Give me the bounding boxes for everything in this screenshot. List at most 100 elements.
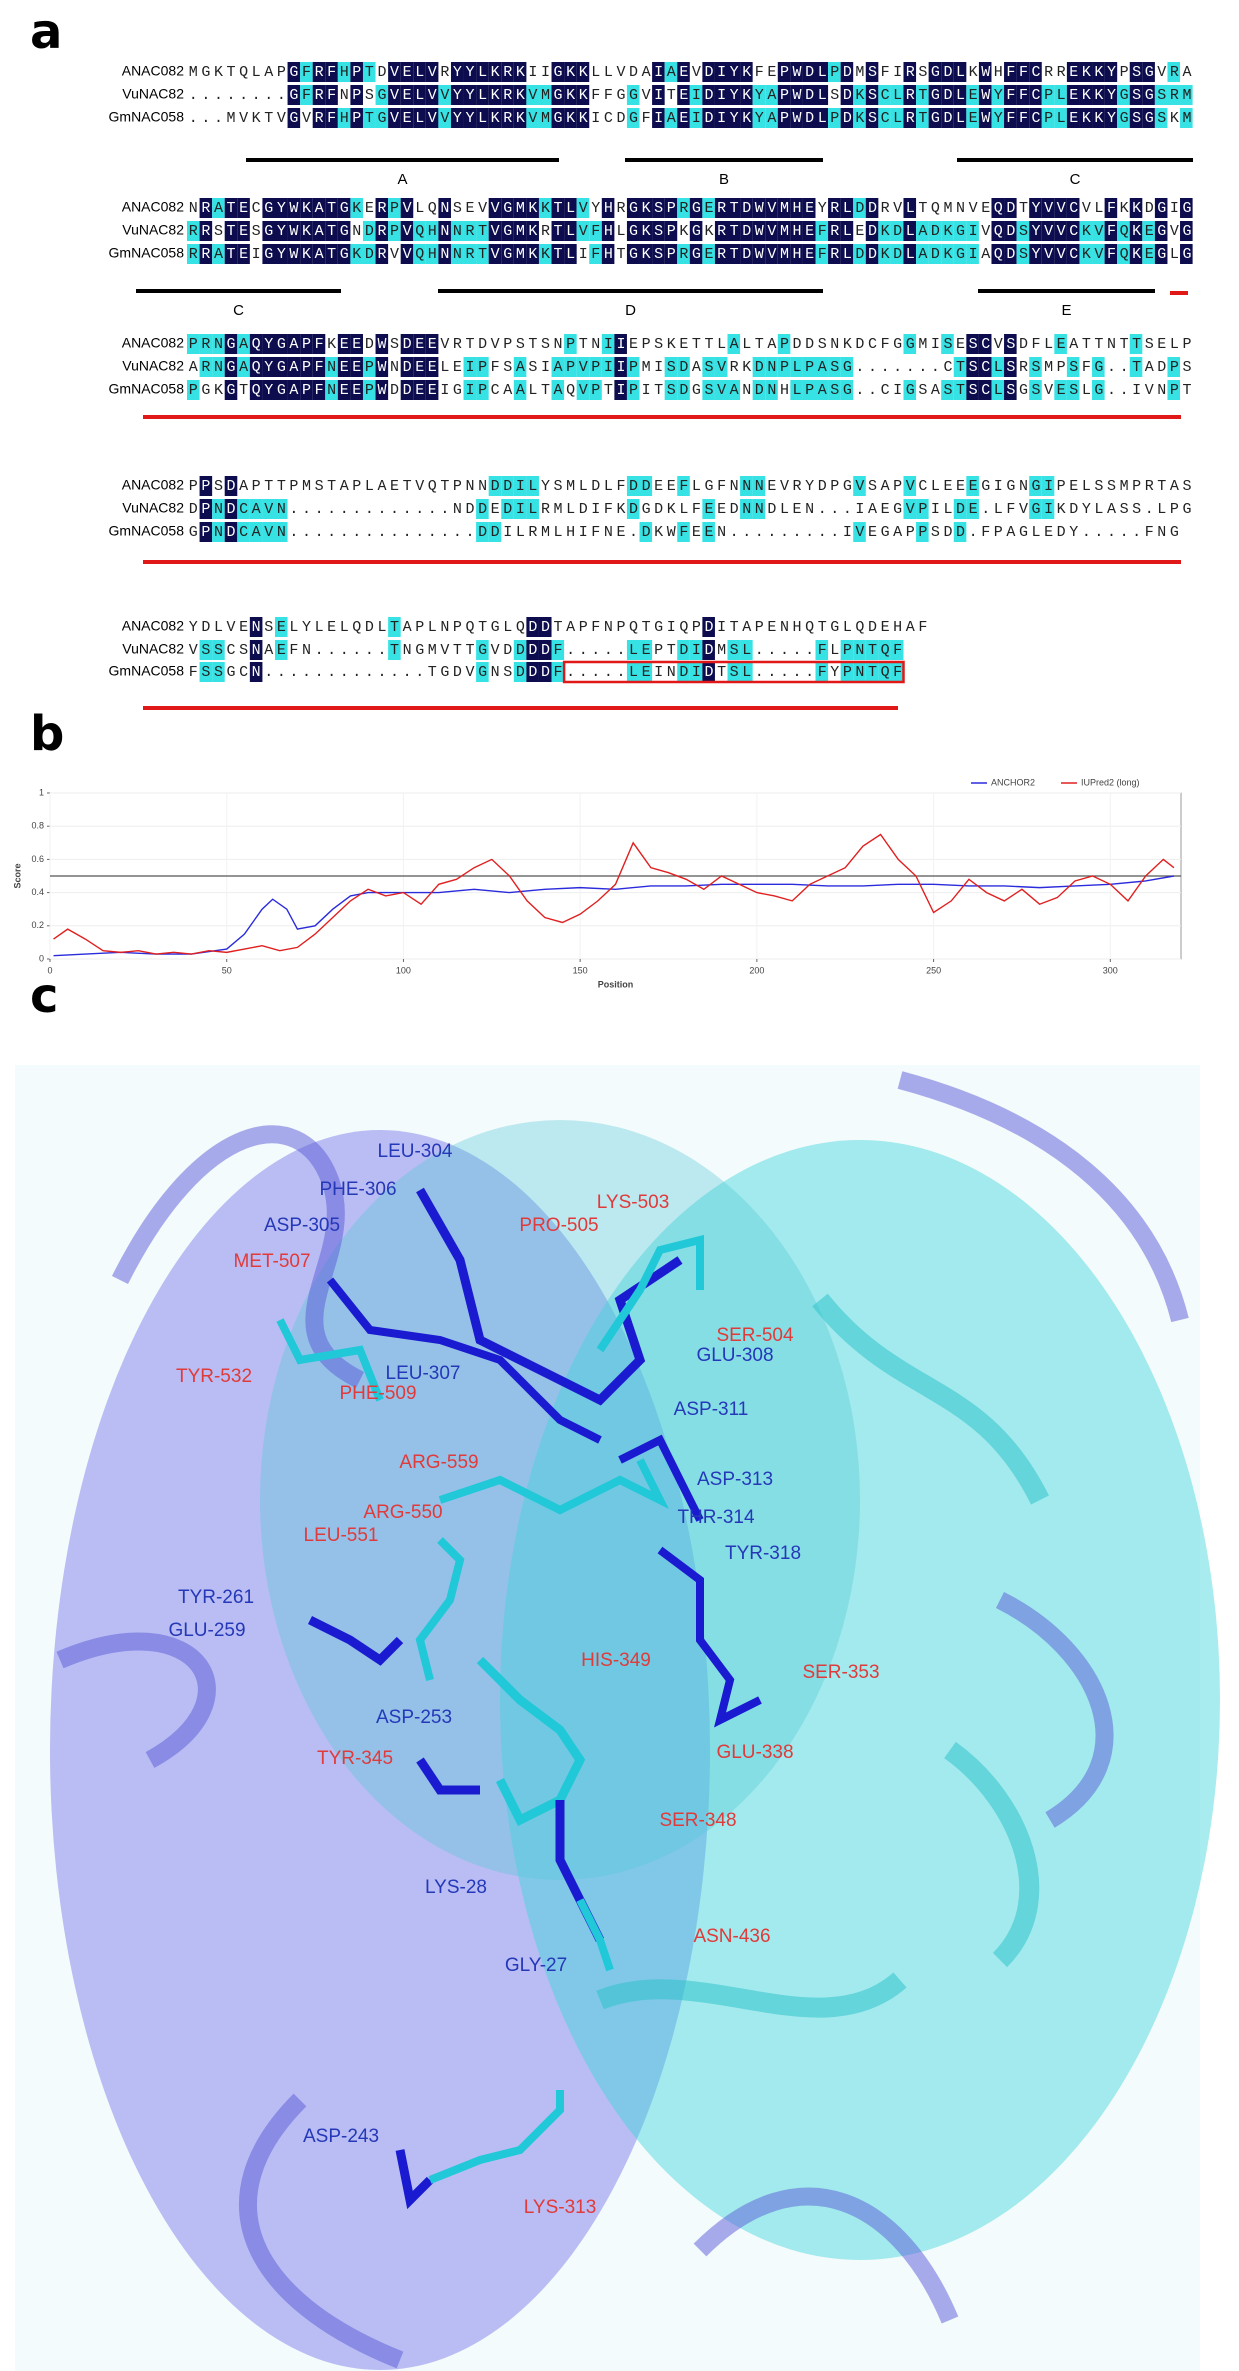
residue-highlight xyxy=(828,357,841,377)
residue-label: GLY-27 xyxy=(505,1955,567,1976)
residue-highlight xyxy=(375,357,389,377)
residue-highlight xyxy=(664,357,678,377)
residue-highlight xyxy=(1066,108,1080,128)
residue-highlight xyxy=(752,357,766,377)
residue-highlight xyxy=(677,640,690,660)
residue-highlight xyxy=(237,357,250,377)
residue-highlight xyxy=(941,244,954,264)
residue-highlight xyxy=(463,244,477,264)
residue-highlight xyxy=(375,380,389,400)
sequence: FSSGCN.............TGDVGNSDDDF.....LEIND… xyxy=(189,664,906,681)
residue-highlight xyxy=(677,662,690,682)
residue-highlight xyxy=(903,85,917,105)
residue-highlight xyxy=(978,357,992,377)
residue-highlight xyxy=(274,334,288,354)
legend-label: ANCHOR2 xyxy=(991,777,1035,787)
residue-highlight xyxy=(890,108,904,128)
residue-highlight xyxy=(966,476,979,496)
sequence-name: GmNAC058 xyxy=(109,523,185,539)
residue-highlight xyxy=(966,380,979,400)
residue-highlight xyxy=(601,244,615,264)
residue-highlight xyxy=(199,221,213,241)
residue-highlight xyxy=(1142,244,1155,264)
residue-highlight xyxy=(853,476,866,496)
residue-highlight xyxy=(1041,198,1055,218)
residue-highlight xyxy=(325,198,338,218)
residue-highlight xyxy=(815,380,829,400)
x-tick-label: 50 xyxy=(222,965,232,975)
residue-highlight xyxy=(589,244,602,264)
residue-highlight xyxy=(476,522,489,542)
residue-highlight xyxy=(488,108,502,128)
residue-highlight xyxy=(840,62,854,82)
residue-highlight xyxy=(1180,85,1193,105)
residue-highlight xyxy=(287,334,301,354)
residue-highlight xyxy=(199,357,213,377)
residue-highlight xyxy=(337,380,351,400)
residue-highlight xyxy=(740,244,753,264)
residue-highlight xyxy=(953,244,967,264)
residue-highlight xyxy=(614,334,627,354)
residue-highlight xyxy=(714,108,728,128)
residue-highlight xyxy=(928,221,942,241)
residue-highlight xyxy=(978,108,992,128)
residue-highlight xyxy=(664,380,678,400)
residue-highlight xyxy=(576,198,590,218)
residue-highlight xyxy=(212,244,225,264)
residue-highlight xyxy=(890,244,904,264)
residue-highlight xyxy=(413,108,426,128)
residue-highlight xyxy=(538,198,552,218)
residue-highlight xyxy=(551,380,565,400)
residue-highlight xyxy=(325,380,338,400)
residue-highlight xyxy=(765,108,778,128)
residue-highlight xyxy=(300,85,313,105)
residue-highlight xyxy=(249,617,263,637)
residue-highlight xyxy=(765,357,778,377)
residue-highlight xyxy=(1142,85,1155,105)
residue-highlight xyxy=(941,334,954,354)
residue-highlight xyxy=(1092,85,1105,105)
residue-highlight xyxy=(576,108,590,128)
residue-highlight xyxy=(828,380,841,400)
residue-highlight xyxy=(916,499,929,519)
residue-highlight xyxy=(325,62,338,82)
sequence-name: ANAC082 xyxy=(122,63,184,79)
motif-box xyxy=(562,660,905,684)
residue-highlight xyxy=(589,380,602,400)
residue-highlight xyxy=(212,662,225,682)
residue-highlight xyxy=(978,334,992,354)
stick xyxy=(428,2090,564,2184)
residue-highlight xyxy=(388,221,401,241)
residue-highlight xyxy=(765,221,778,241)
residue-highlight xyxy=(689,244,703,264)
residue-highlight xyxy=(1079,62,1093,82)
ribbon xyxy=(596,1293,1049,2018)
residue-highlight xyxy=(790,198,803,218)
residue-highlight xyxy=(639,522,653,542)
sequence-name: VuNAC82 xyxy=(122,222,184,238)
residue-highlight xyxy=(689,85,703,105)
sequence: MGKTQLAPGFRFHPTDVELVRYYLKRKIIGKKLLVDAIAE… xyxy=(189,64,1195,81)
residue-label: PHE-306 xyxy=(319,1179,396,1200)
residue-highlight xyxy=(639,221,653,241)
residue-highlight xyxy=(287,108,301,128)
residue-highlight xyxy=(312,357,326,377)
residue-highlight xyxy=(1180,198,1193,218)
residue-highlight xyxy=(865,640,879,660)
sequence-name: GmNAC058 xyxy=(109,245,185,261)
residue-highlight xyxy=(953,85,967,105)
residue-highlight xyxy=(802,198,816,218)
residue-highlight xyxy=(1066,380,1080,400)
residue-highlight xyxy=(790,85,803,105)
domain-label: E xyxy=(1061,302,1071,319)
residue-highlight xyxy=(916,244,929,264)
residue-highlight xyxy=(476,640,489,660)
residue-highlight xyxy=(312,85,326,105)
residue-highlight xyxy=(463,380,477,400)
residue-highlight xyxy=(1180,221,1193,241)
residue-highlight xyxy=(237,522,250,542)
chain-cyan xyxy=(500,1140,1220,2260)
residue-highlight xyxy=(400,62,414,82)
residue-label: LYS-28 xyxy=(425,1877,487,1898)
